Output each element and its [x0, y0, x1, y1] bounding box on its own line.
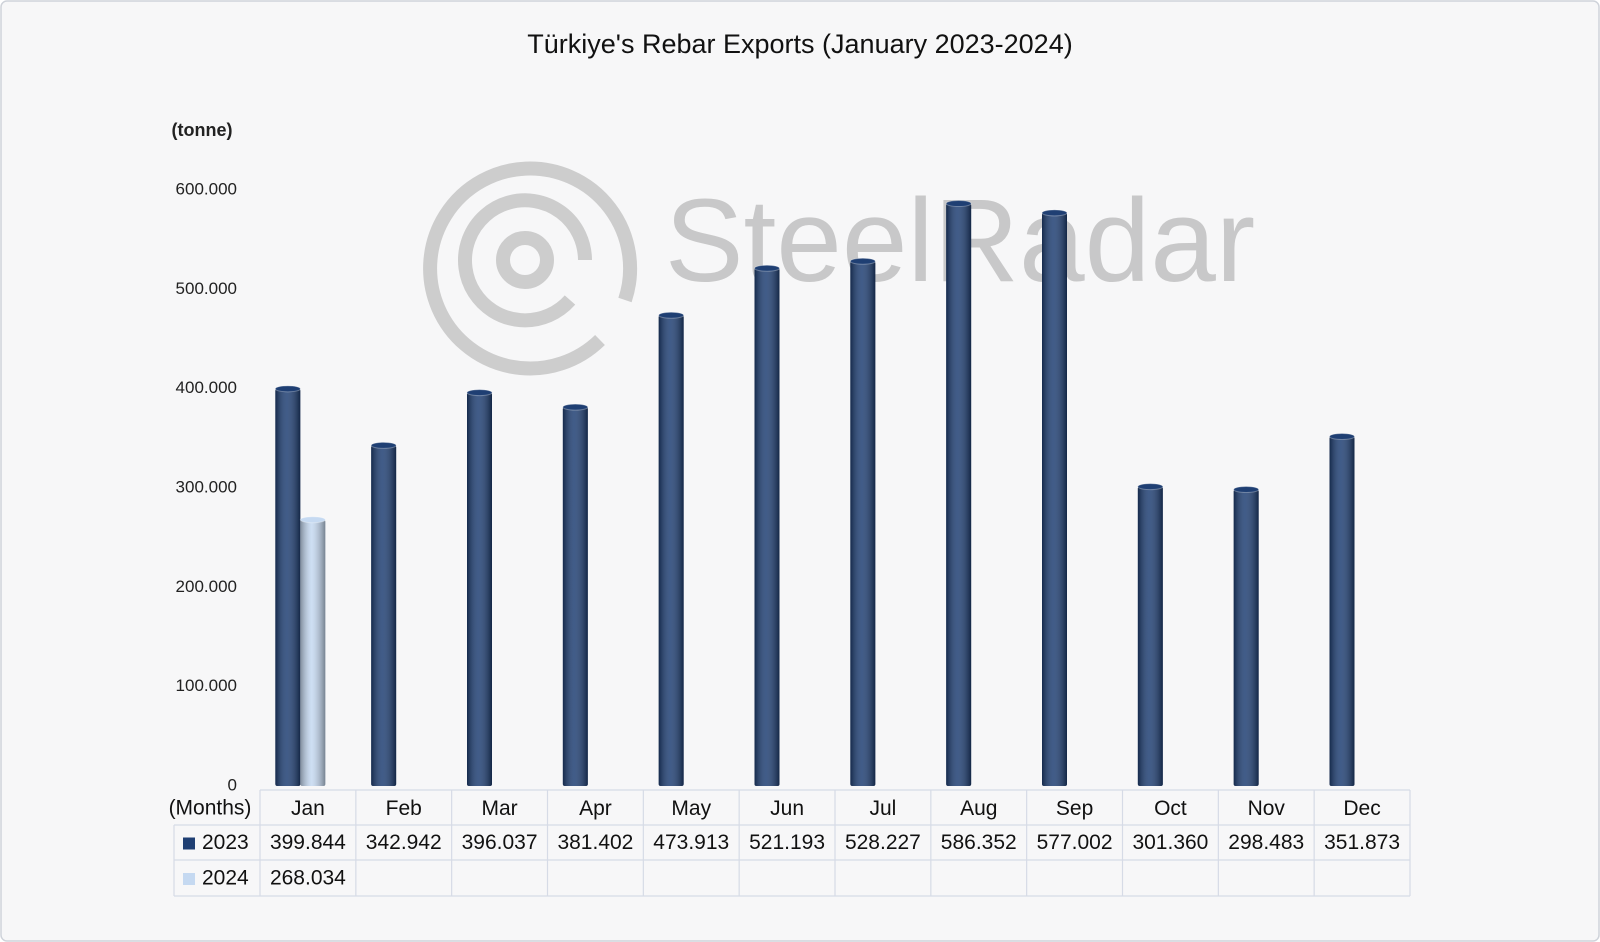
data-table-value: 342.942: [366, 831, 442, 854]
bar-shade: [467, 392, 492, 786]
bar-cap: [274, 385, 301, 393]
x-tick-label: Mar: [481, 797, 517, 820]
x-tick-label: Oct: [1154, 797, 1187, 820]
bar-shade: [658, 315, 684, 786]
data-table-value: 268.034: [270, 867, 346, 890]
bar-shade: [1233, 489, 1259, 786]
x-tick-label: Aug: [960, 797, 997, 820]
bar-cap: [945, 200, 972, 208]
bar-shade: [371, 445, 397, 786]
bar-cap: [370, 441, 397, 449]
x-tick-label: Dec: [1343, 797, 1380, 820]
y-tick-label: 0: [228, 775, 237, 794]
data-table-value: 396.037: [462, 831, 538, 854]
x-tick-label: Jun: [770, 797, 804, 820]
y-tick-label: 400.000: [176, 378, 237, 397]
data-table-value: 381.402: [557, 831, 633, 854]
bar-cap: [562, 403, 589, 411]
data-table-value: 577.002: [1037, 831, 1113, 854]
bar-shade: [850, 261, 876, 786]
data-table-value: 351.873: [1324, 831, 1400, 854]
y-tick-label: 600.000: [176, 179, 237, 198]
data-table-value: 521.193: [749, 831, 825, 854]
legend-label: 2023: [202, 831, 249, 854]
bar-shade: [275, 388, 301, 786]
bar-cap: [1233, 486, 1260, 494]
x-tick-label: Sep: [1056, 797, 1093, 820]
bar-shade: [300, 519, 326, 786]
x-tick-label: Nov: [1248, 797, 1286, 820]
bar-cap: [658, 311, 685, 319]
bar-shade: [1329, 436, 1355, 786]
watermark-logo: [423, 161, 638, 376]
y-tick-label: 100.000: [176, 676, 237, 695]
data-table-value: 298.483: [1228, 831, 1304, 854]
bar-shade: [754, 268, 780, 786]
x-tick-label: Jul: [869, 797, 896, 820]
y-tick-label: 500.000: [176, 279, 237, 298]
bar-cap: [1137, 483, 1164, 491]
x-tick-label: May: [671, 797, 711, 820]
legend-swatch: [183, 837, 195, 850]
bar-cap: [1329, 432, 1355, 440]
data-table-value: 528.227: [845, 831, 921, 854]
bar-cap: [754, 264, 780, 272]
y-tick-label: 300.000: [176, 477, 237, 496]
data-table-value: 399.844: [270, 831, 346, 854]
data-table-value: 586.352: [941, 831, 1017, 854]
data-table-value: 473.913: [653, 831, 729, 854]
y-axis-label: (tonne): [172, 120, 233, 140]
data-table-value: 301.360: [1132, 831, 1208, 854]
legend-label: 2024: [202, 867, 249, 890]
x-tick-label: Apr: [579, 797, 612, 820]
x-tick-label: Jan: [291, 797, 325, 820]
x-axis-label: (Months): [169, 797, 252, 820]
y-tick-label: 200.000: [176, 577, 237, 596]
x-tick-label: Feb: [386, 797, 422, 820]
bar-shade: [1137, 486, 1163, 786]
bar-cap: [1041, 209, 1068, 217]
bar-shade: [562, 407, 588, 786]
bar-shade: [946, 203, 972, 786]
bar-cap: [849, 257, 876, 265]
legend-swatch: [183, 873, 195, 885]
chart-title: Türkiye's Rebar Exports (January 2023-20…: [527, 29, 1072, 59]
bar-cap: [466, 389, 493, 397]
bar-cap: [299, 516, 326, 524]
bar-shade: [1042, 212, 1067, 787]
